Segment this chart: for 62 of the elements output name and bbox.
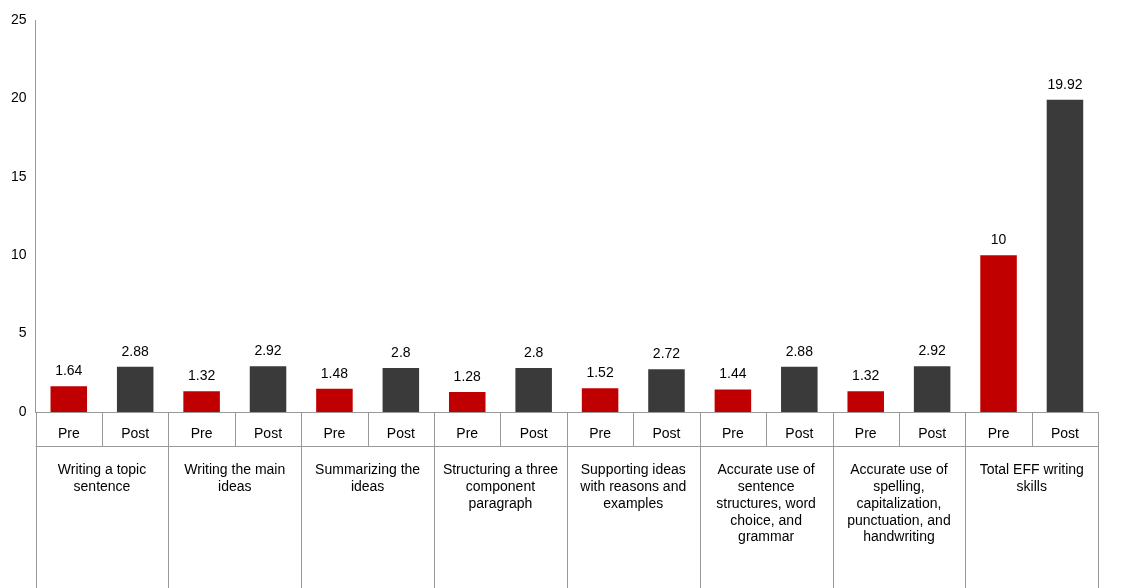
data-label: 2.8 [523,343,544,360]
data-label: 2.88 [785,342,814,359]
text: Pre [722,424,744,441]
series-label: Pre [57,424,80,441]
data-label: 2.92 [918,342,946,359]
bar [714,389,752,412]
data-label: 2.72 [652,345,681,362]
y-tick-label: 20 [10,89,27,106]
data-label: 2.8 [391,343,411,360]
data-label: 1.52 [586,364,614,381]
text: Post [519,424,548,441]
data-label: 2.88 [121,342,150,359]
y-tick-label: 0 [18,402,27,419]
data-label: 1.28 [453,367,482,384]
bar [648,369,685,412]
x-tick-label: Writing a topic sentence [57,461,147,495]
bar [581,388,619,412]
data-label: 1.32 [187,367,216,384]
bar [382,368,420,412]
x-tick-label: Accurate use of sentence structures, word choice, and grammar [716,461,816,545]
bar [183,391,220,412]
data-label: 19.92 [1047,75,1083,92]
text: Post [386,424,415,441]
text: Post [918,424,947,441]
data-label: 1.48 [320,364,349,381]
text: Post [254,424,283,441]
y-tick-label: 25 [10,10,27,27]
x-tick-label: Accurate use of spelling, capitalization, punctuation, and handwriting [847,461,951,545]
text: Pre [854,424,877,441]
y-tick-label: 15 [10,167,27,184]
bar [980,255,1017,412]
text: Post [1050,424,1079,441]
x-tick-label: Summarizing the ideas [315,461,421,495]
x-tick-label: Supporting ideas with reasons and examples [579,461,687,511]
bar [249,366,287,412]
bar [448,391,486,412]
text: Pre [323,424,346,441]
x-tick-label: Structuring a three component paragraph [442,461,559,511]
text: Pre [456,424,479,441]
bar [781,366,818,412]
data-label: 1.64 [55,362,83,379]
bar [913,366,951,412]
bar [50,386,88,412]
data-label: 2.92 [254,342,282,359]
y-tick-label: 5 [18,324,27,341]
bar [847,391,884,412]
x-tick-label: Writing the main ideas [184,461,286,495]
data-label: 10 [990,231,1007,248]
bar [316,388,353,412]
x-tick-label: Total EFF writing skills [979,461,1084,495]
text: Pre [987,424,1010,441]
data-label: 1.44 [719,365,747,382]
data-label: 1.32 [852,367,880,384]
text: Post [785,424,814,441]
series-label: Post [121,424,150,441]
y-tick-label: 10 [10,246,27,263]
bar [515,368,552,412]
text: Pre [190,424,213,441]
bar [116,366,154,412]
text: Post [652,424,681,441]
bar [1046,99,1084,412]
text: Pre [589,424,611,441]
